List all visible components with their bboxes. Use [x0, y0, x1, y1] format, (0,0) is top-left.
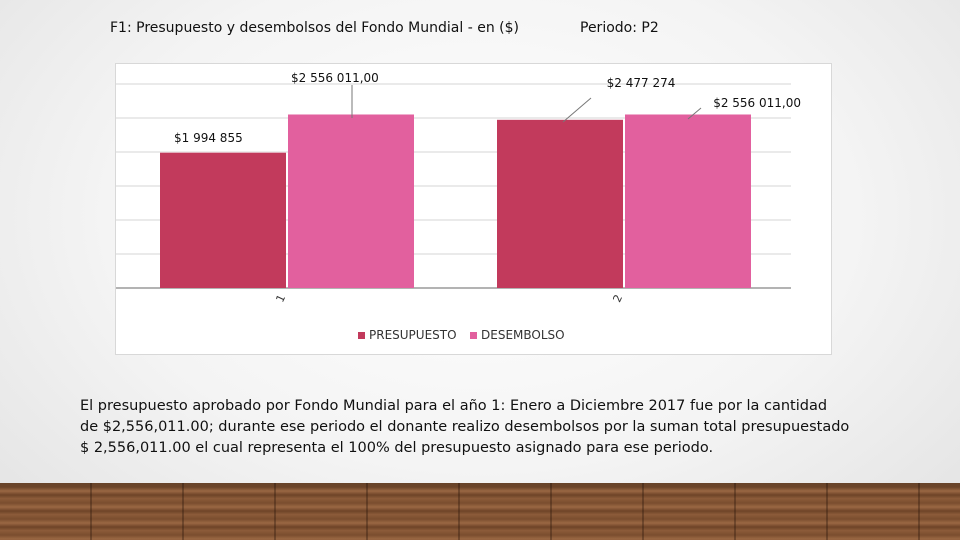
data-label: $2 556 011,00	[713, 96, 801, 110]
data-label-leader	[562, 97, 592, 123]
legend-swatch	[470, 332, 477, 339]
x-tick-label: 1	[273, 293, 288, 305]
bar	[160, 152, 286, 288]
description-text: El presupuesto aprobado por Fondo Mundia…	[80, 396, 880, 459]
data-label: $1 994 855	[174, 131, 243, 145]
bar	[497, 119, 623, 288]
data-label-leader	[687, 107, 702, 120]
bar	[625, 114, 751, 288]
legend-swatch	[358, 332, 365, 339]
x-tick-label: 2	[610, 293, 625, 305]
wood-floor-decoration	[0, 483, 960, 540]
chart-area: $1 994 855 $2 556 011,00 1 $2 477 274 $2 556…	[115, 63, 832, 355]
chart-title: F1: Presupuesto y desembolsos del Fondo …	[110, 20, 519, 36]
bar	[288, 114, 414, 288]
legend-label: DESEMBOLSO	[481, 328, 565, 342]
data-label: $2 556 011,00	[291, 71, 379, 85]
legend-label: PRESUPUESTO	[369, 328, 457, 342]
data-label: $2 477 274	[607, 76, 676, 90]
description-line: $ 2,556,011.00 el cual representa el 100…	[80, 440, 714, 456]
description-line: El presupuesto aprobado por Fondo Mundia…	[80, 398, 828, 414]
period-label: Periodo: P2	[580, 20, 659, 36]
bar-chart: $1 994 855 $2 556 011,00 1 $2 477 274 $2 556…	[116, 71, 801, 342]
description-line: de $2,556,011.00; durante ese periodo el…	[80, 419, 850, 435]
